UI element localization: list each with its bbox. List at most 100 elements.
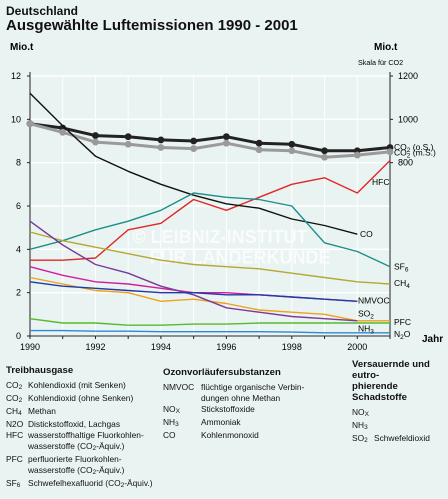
line-label-co2-m-s: CO2 (m.S.) (394, 147, 436, 159)
legend-code (6, 441, 28, 454)
legend-description: Stickstoffoxide (201, 404, 255, 414)
series-marker-co2-m-s (124, 140, 132, 148)
series-marker-co2-m-s (255, 146, 263, 154)
legend-code: SO2 (352, 433, 368, 444)
line-label-co2-o-s: CO2 (o.S.) (394, 142, 434, 154)
series-line-hfc (30, 160, 391, 261)
series-marker-co2-m-s (92, 138, 99, 146)
legend-code: NOX (163, 404, 180, 415)
series-marker-co2-m-s (222, 139, 230, 147)
legend-row: NOX (352, 407, 448, 420)
legend-description: flüchtige organische Verbin- (201, 382, 305, 392)
line-label-nh3: NH3 (358, 323, 374, 335)
legend-row: NH3 (352, 420, 448, 433)
legend-row: SO2 Schwefeldioxid (352, 433, 448, 446)
legend-code: NH3 (352, 420, 368, 431)
legend-code: NMVOC (163, 382, 195, 392)
series-marker-co2-m-s (157, 144, 165, 151)
watermark-line1: © LEIBNIZ-INSTITUT (132, 227, 307, 247)
series-line-co (29, 92, 358, 235)
line-label-so2: SO2 (358, 308, 374, 320)
legend-description: dungen ohne Methan (201, 393, 281, 403)
legend-description: Schwefeldioxid (374, 433, 430, 443)
legend-versauernd: Versauernde und eutro-phierende Schadsto… (352, 359, 448, 446)
series-marker-co2-m-s (321, 153, 328, 161)
series-marker-co2-m-s (26, 120, 34, 128)
series-marker-co2-o-s (255, 139, 263, 147)
legend-row: NMVOC flüchtige organische Verbin- (163, 382, 353, 393)
x-tick-label: 1996 (216, 342, 236, 352)
y-tick-label-left: 8 (16, 158, 21, 168)
legend-code: CO2 (6, 380, 23, 391)
y-tick-label-left: 0 (16, 331, 21, 341)
y-tick-label-right: 1000 (398, 114, 418, 124)
chart-title-line2: Ausgewählte Luftemissionen 1990 - 2001 (6, 17, 298, 34)
y-tick-label-left: 10 (11, 114, 21, 124)
legend-description: Methan (28, 406, 56, 416)
line-label-co: CO (360, 229, 373, 239)
series-marker-co2-m-s (353, 151, 361, 159)
legend-row: CO2 Kohlendioxid (mit Senken) (6, 380, 156, 393)
series-marker-co2-m-s (288, 147, 296, 155)
series-marker-co2-o-s (190, 137, 198, 145)
y-tick-label-right: 1200 (398, 71, 418, 81)
legend-row: PFC perfluorierte Fluorkohlen- (6, 454, 156, 465)
legend-row: CO Kohlenmonoxid (163, 430, 353, 441)
legend-row: NH3 Ammoniak (163, 417, 353, 430)
legend-description: Distickstoffoxid, Lachgas (28, 419, 121, 429)
line-label-pfc: PFC (394, 317, 411, 327)
legend-row: NOX Stickstoffoxide (163, 404, 353, 417)
chart-title-line1: Deutschland (6, 4, 79, 18)
legend-heading: Versauernde und eutro-phierende Schadsto… (352, 359, 430, 403)
legend-code (6, 465, 28, 478)
series-line-unlabelled (29, 281, 358, 302)
legend-description: Ammoniak (201, 417, 241, 427)
legend-row: wasserstoffe (CO2-Äquiv.) (6, 441, 156, 454)
series-line-ch4 (29, 231, 391, 285)
series-marker-co2-o-s (124, 133, 132, 141)
legend-code: PFC (6, 454, 23, 464)
legend-code: N2O (6, 419, 24, 429)
series-line-pfc (29, 318, 390, 326)
legend-code: CO (163, 430, 176, 440)
series-line-nh3 (29, 220, 358, 322)
legend-ozonvorlaeufer: Ozonvorläufersubstanzen NMVOC flüchtige or… (163, 367, 353, 441)
legend-code: CO2 (6, 393, 23, 404)
series-marker-co2-m-s (59, 128, 67, 136)
legend-code: NH3 (163, 417, 179, 428)
watermark-line2: FÜR LÄNDERKUNDE (150, 247, 331, 267)
x-tick-label: 1990 (20, 342, 40, 352)
legend-code: HFC (6, 430, 24, 440)
legend-description: Kohlendioxid (ohne Senken) (28, 393, 134, 403)
legend-row: CH4 Methan (6, 406, 156, 419)
y-tick-label-left: 6 (16, 201, 21, 211)
legend-row: wasserstoffe (CO2-Äquiv.) (6, 465, 156, 478)
y-tick-label-left: 2 (16, 288, 21, 298)
legend-code: CH4 (6, 406, 22, 417)
series-line-sf6 (29, 192, 391, 268)
legend-description: Schwefelhexafluorid (CO2-Äquiv.) (28, 478, 153, 489)
x-tick-label: 1994 (151, 342, 171, 352)
legend-row: N2O Distickstoffoxid, Lachgas (6, 419, 156, 430)
legend-description: wasserstoffe (CO2-Äquiv.) (28, 441, 125, 452)
series-marker-co2-o-s (288, 140, 296, 148)
series-marker-co2-m-s (386, 148, 394, 156)
series-marker-co2-o-s (321, 147, 328, 155)
legend-row: SF6 Schwefelhexafluorid (CO2-Äquiv.) (6, 478, 156, 491)
y-tick-label-right: 800 (398, 158, 413, 168)
series-marker-co2-m-s (190, 145, 198, 152)
series-marker-co2-o-s (222, 133, 230, 141)
x-axis-label: Jahr (422, 334, 443, 345)
series-line-co2-o-s (29, 122, 391, 153)
line-label-hfc: HFC (372, 177, 389, 187)
y-axis-label-left: Mio.t (10, 42, 34, 53)
line-label-sf6: SF6 (394, 262, 409, 274)
line-label-ch4: CH4 (394, 278, 410, 290)
legend-description: Kohlenmonoxid (201, 430, 259, 440)
x-tick-label: 2000 (347, 342, 367, 352)
legend-heading: Treibhausgase (6, 365, 74, 376)
legend-code: SF6 (6, 478, 21, 489)
legend-code: NOX (352, 407, 369, 418)
line-label-nmvoc: NMVOC (358, 295, 390, 305)
